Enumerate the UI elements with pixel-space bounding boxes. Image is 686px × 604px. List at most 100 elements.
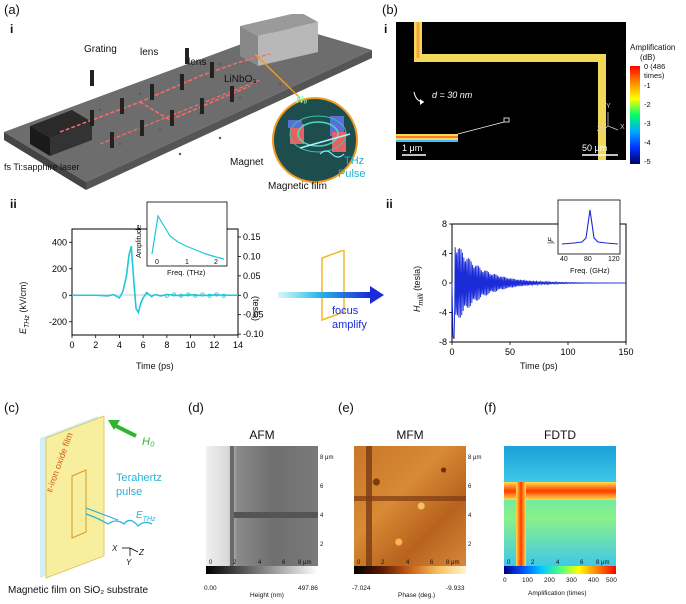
h-inset-xtick-1: 80: [584, 256, 592, 263]
mfm-title: MFM: [396, 428, 424, 442]
d-label: d = 30 nm: [432, 90, 473, 100]
thz-ytick-label: 200: [52, 264, 67, 274]
mfm-ytick-8: 8 μm: [468, 455, 482, 461]
thz-inset-xtick-2: 2: [214, 259, 218, 266]
thz-marker: [164, 293, 169, 298]
optical-table-edge: [4, 132, 86, 190]
h-series-line: [451, 247, 627, 339]
mfm-xtick-6: 6: [430, 560, 434, 566]
sublabel-b-i: i: [384, 22, 388, 36]
panel-label-f: (f): [484, 400, 497, 415]
film-label: Magnetic film: [268, 181, 327, 192]
afm-title: AFM: [249, 428, 275, 442]
scale-1um: 1 μm: [402, 143, 423, 153]
mfm-cb-min: -7.024: [352, 585, 371, 592]
afm-colorbar: [206, 566, 318, 574]
afm-image: [206, 446, 318, 566]
optical-table-top: [4, 26, 372, 182]
h-inset-xlabel: Freq. (GHz): [570, 266, 610, 275]
fdtd-cb-500: 500: [606, 577, 617, 584]
axis-y-label: Y: [606, 103, 611, 110]
mfm-cb-max: -9.933: [446, 585, 465, 592]
thz-marker: [179, 293, 184, 298]
sublabel-a-ii: ii: [10, 197, 17, 211]
fdtd-xtick-0: 0: [507, 560, 511, 566]
thz-rtick-label: 0.05: [243, 271, 261, 281]
thz-ylabel: ETHz (kV/cm): [18, 281, 31, 334]
h-inset-ylabel: |F: [546, 237, 555, 244]
thz-inset-xtick-0: 0: [155, 259, 159, 266]
h-milli-chart: 0 50 100 150 840-4-8: [439, 199, 634, 357]
thz-xtick-label: 2: [93, 340, 98, 350]
mfm-colorbar: [354, 566, 466, 574]
h-inset-xtick-0: 40: [560, 256, 568, 263]
thz-xtick-label: 12: [209, 340, 219, 350]
thz-xtick-label: 14: [233, 340, 243, 350]
afm-ytick-2: 2: [320, 542, 324, 548]
fdtd-colorbar: [504, 566, 616, 574]
panel-label-c: (c): [4, 400, 20, 415]
pulse-label-c: pulse: [116, 486, 143, 498]
thz-marker: [214, 292, 219, 297]
thz-inset-frame: [146, 201, 228, 267]
h-inset-xtick-2: 120: [608, 256, 620, 263]
amplify-text: amplify: [332, 319, 367, 331]
axis-y-c: Y: [126, 558, 132, 567]
thz-ytick-label: 400: [52, 237, 67, 247]
thz-xtick-label: 0: [69, 340, 74, 350]
film-schematic: [40, 415, 153, 579]
thz-ytick-label: -200: [49, 317, 67, 327]
afm-cb-label: Height (nm): [250, 592, 284, 599]
focus-amplify-arrow: [278, 250, 384, 322]
thz-marker: [221, 293, 226, 298]
axis-z-label: Z: [597, 126, 602, 133]
h-xtick-label: 50: [505, 347, 515, 357]
fdtd-cb-200: 200: [544, 577, 555, 584]
afm-ytick-8: 8 μm: [320, 455, 334, 461]
thz-rtick-label: 0: [243, 290, 248, 300]
thz-xtick-label: 4: [117, 340, 122, 350]
fdtd-cb-100: 100: [522, 577, 533, 584]
thz-ylabel-right: (tesla): [251, 296, 261, 322]
mfm-xtick-8: 8 μm: [446, 560, 460, 566]
afm-ytick-6: 6: [320, 484, 324, 490]
thz-marker: [200, 292, 205, 297]
mfm-ytick-2: 2: [468, 542, 472, 548]
h-inset-spectrum: [561, 209, 619, 245]
amplification-simulation: [396, 22, 626, 160]
afm-xtick-0: 0: [209, 560, 213, 566]
sublabel-b-ii: ii: [386, 197, 393, 211]
fdtd-xtick-6: 6: [580, 560, 584, 566]
thz-ytick-label: 0: [62, 290, 67, 300]
crystal-label: LiNbO₃: [224, 74, 257, 85]
fdtd-xtick-2: 2: [531, 560, 535, 566]
h-xtick-label: 150: [618, 347, 633, 357]
thz-marker: [171, 292, 176, 297]
thz-marker: [186, 292, 191, 297]
thz-rtick-label: 0.15: [243, 232, 261, 242]
mfm-xtick-4: 4: [406, 560, 410, 566]
cb-tick-5: -5: [644, 157, 651, 166]
axis-z-c: Z: [139, 548, 144, 557]
thz-marker: [193, 293, 198, 298]
axis-x-c: X: [112, 544, 118, 553]
afm-cb-min: 0.00: [204, 585, 217, 592]
thz-xtick-label: 6: [141, 340, 146, 350]
thz-rtick-label: -0.05: [243, 310, 264, 320]
axis-x-label: X: [620, 124, 625, 131]
thz-inset-spectrum: [151, 214, 225, 260]
cb-tick-3: -3: [644, 119, 651, 128]
mfm-ytick-4: 4: [468, 513, 472, 519]
thz-rtick-label: -0.10: [243, 329, 264, 339]
mfm-xtick-2: 2: [381, 560, 385, 566]
fdtd-cb-400: 400: [588, 577, 599, 584]
h-ytick-label: 4: [442, 249, 447, 259]
substrate-caption: Magnetic film on SiO₂ substrate: [8, 585, 149, 596]
cb-tick-1: -1: [644, 81, 651, 90]
h-xlabel: Time (ps): [520, 361, 558, 371]
fdtd-title: FDTD: [544, 428, 576, 442]
thz-marker: [207, 293, 212, 298]
film-slab: [45, 415, 105, 579]
mfm-xtick-0: 0: [357, 560, 361, 566]
